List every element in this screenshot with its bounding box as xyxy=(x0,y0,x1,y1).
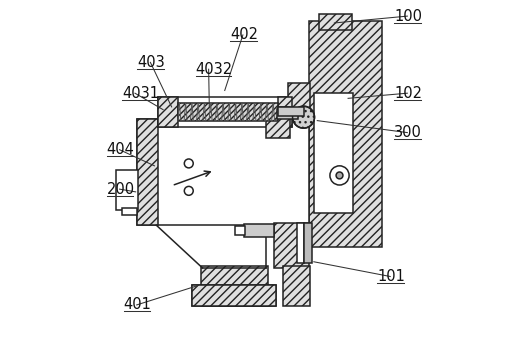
Bar xyxy=(275,223,309,268)
Bar xyxy=(178,103,278,121)
Bar xyxy=(278,107,304,117)
Text: 403: 403 xyxy=(137,55,165,70)
Bar xyxy=(158,97,178,128)
Bar xyxy=(158,97,292,128)
Bar xyxy=(201,266,268,305)
Bar xyxy=(116,170,138,210)
Bar xyxy=(266,107,290,138)
Bar xyxy=(309,21,382,247)
Circle shape xyxy=(336,172,343,179)
Bar xyxy=(137,119,309,225)
Text: 200: 200 xyxy=(107,182,135,197)
Bar xyxy=(277,109,298,119)
Bar xyxy=(137,119,158,225)
Text: 100: 100 xyxy=(394,9,422,24)
Bar xyxy=(283,266,310,305)
Circle shape xyxy=(293,106,314,128)
Bar xyxy=(278,97,292,128)
Bar xyxy=(122,208,137,215)
Text: 4031: 4031 xyxy=(122,86,159,101)
Bar xyxy=(304,223,312,263)
Text: 101: 101 xyxy=(377,269,405,284)
Text: 4032: 4032 xyxy=(196,62,233,77)
Circle shape xyxy=(184,186,193,195)
Bar xyxy=(297,223,304,263)
Circle shape xyxy=(330,166,349,185)
Bar xyxy=(288,83,310,109)
Circle shape xyxy=(184,159,193,168)
Text: 401: 401 xyxy=(124,298,152,312)
Text: 404: 404 xyxy=(107,142,134,157)
Bar xyxy=(314,93,353,213)
Bar xyxy=(192,285,276,305)
Text: 402: 402 xyxy=(230,28,258,42)
Text: 102: 102 xyxy=(394,86,422,101)
Bar xyxy=(192,285,276,305)
Text: 300: 300 xyxy=(394,125,422,140)
Bar xyxy=(235,226,244,235)
Bar xyxy=(243,224,275,237)
Bar xyxy=(319,14,352,30)
